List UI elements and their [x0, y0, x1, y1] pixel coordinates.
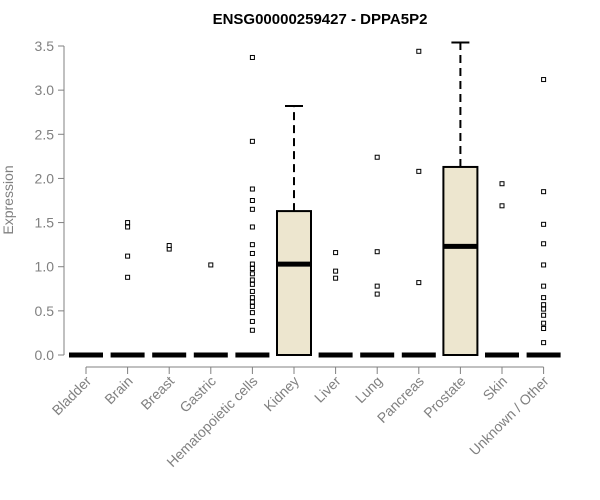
outlier-point — [541, 320, 547, 326]
outlier-point — [333, 275, 339, 281]
y-tick-label: 3.0 — [35, 82, 55, 98]
outlier-point — [416, 168, 422, 174]
outlier-point — [249, 303, 255, 309]
outlier-point — [541, 283, 547, 289]
outlier-point — [499, 203, 505, 209]
box-group — [360, 154, 395, 358]
outlier-point — [249, 288, 255, 294]
outlier-point — [416, 48, 422, 54]
y-tick-label: 1.5 — [35, 215, 55, 231]
x-tick-label: Lung — [352, 373, 385, 406]
outlier-point — [541, 189, 547, 195]
outlier-point — [541, 295, 547, 301]
outlier-point — [541, 221, 547, 227]
outlier-point — [249, 206, 255, 212]
outlier-point — [541, 77, 547, 83]
y-tick-label: 0.5 — [35, 303, 55, 319]
box-group — [193, 262, 228, 358]
outlier-point — [374, 249, 380, 255]
outlier-point — [374, 154, 380, 160]
outlier-point — [249, 261, 255, 267]
outlier-point — [125, 253, 131, 259]
outlier-point — [249, 224, 255, 230]
box-group — [485, 181, 519, 358]
outlier-point — [541, 262, 547, 268]
outlier-point — [249, 299, 255, 305]
outlier-point — [249, 327, 255, 333]
x-tick-label: Brain — [101, 373, 135, 407]
outlier-point — [249, 318, 255, 324]
x-tick-label: Kidney — [261, 373, 303, 415]
y-tick-label: 2.0 — [35, 170, 55, 186]
outlier-point — [333, 268, 339, 274]
outlier-point — [125, 224, 131, 230]
outlier-point — [249, 186, 255, 192]
outlier-point — [166, 243, 172, 249]
box-group — [318, 250, 353, 358]
y-axis: 0.0 0.5 1.0 1.5 2.0 2.5 3.0 3.5 — [35, 38, 65, 363]
outlier-point — [374, 283, 380, 289]
x-tick-label: Skin — [480, 373, 511, 404]
y-tick-label: 3.5 — [35, 38, 55, 54]
y-tick-label: 0.0 — [35, 347, 55, 363]
box-group — [442, 41, 479, 356]
outlier-point — [541, 302, 547, 308]
x-tick-label: Liver — [311, 373, 344, 406]
outlier-point — [249, 310, 255, 316]
outlier-point — [249, 250, 255, 256]
outlier-point — [249, 277, 255, 283]
box-group — [276, 105, 312, 356]
x-tick-label: Breast — [137, 373, 177, 413]
outlier-point — [208, 262, 214, 268]
y-axis-title: Expression — [0, 165, 16, 234]
outlier-point — [249, 271, 255, 277]
y-tick-label: 1.0 — [35, 259, 55, 275]
outlier-point — [249, 281, 255, 287]
box-group — [526, 77, 561, 358]
box-iqr — [442, 165, 479, 356]
x-tick-label: Unknown / Other — [466, 373, 552, 459]
outlier-point — [416, 280, 422, 286]
outlier-point — [249, 295, 255, 301]
outlier-point — [541, 312, 547, 318]
outlier-point — [333, 250, 339, 256]
outlier-point — [499, 181, 505, 187]
outlier-point — [249, 198, 255, 203]
outlier-point — [374, 291, 380, 297]
outlier-point — [541, 326, 547, 332]
outlier-point — [249, 138, 255, 144]
outlier-point — [125, 220, 131, 226]
outlier-point — [541, 241, 547, 247]
x-tick-label: Prostate — [420, 373, 468, 421]
outlier-point — [541, 340, 547, 346]
outlier-point — [125, 274, 131, 280]
boxes-layer — [69, 41, 561, 358]
outlier-point — [249, 265, 255, 271]
outlier-point — [249, 54, 255, 60]
box-group — [110, 220, 145, 358]
x-tick-label: Bladder — [49, 373, 95, 419]
box-iqr — [276, 210, 312, 356]
box-group — [152, 243, 187, 358]
box-group — [401, 48, 436, 358]
chart-title: ENSG00000259427 - DPPA5P2 — [213, 11, 428, 28]
y-tick-label: 2.5 — [35, 126, 55, 142]
outlier-point — [249, 242, 255, 248]
box-group — [235, 54, 270, 358]
outlier-point — [541, 306, 547, 312]
